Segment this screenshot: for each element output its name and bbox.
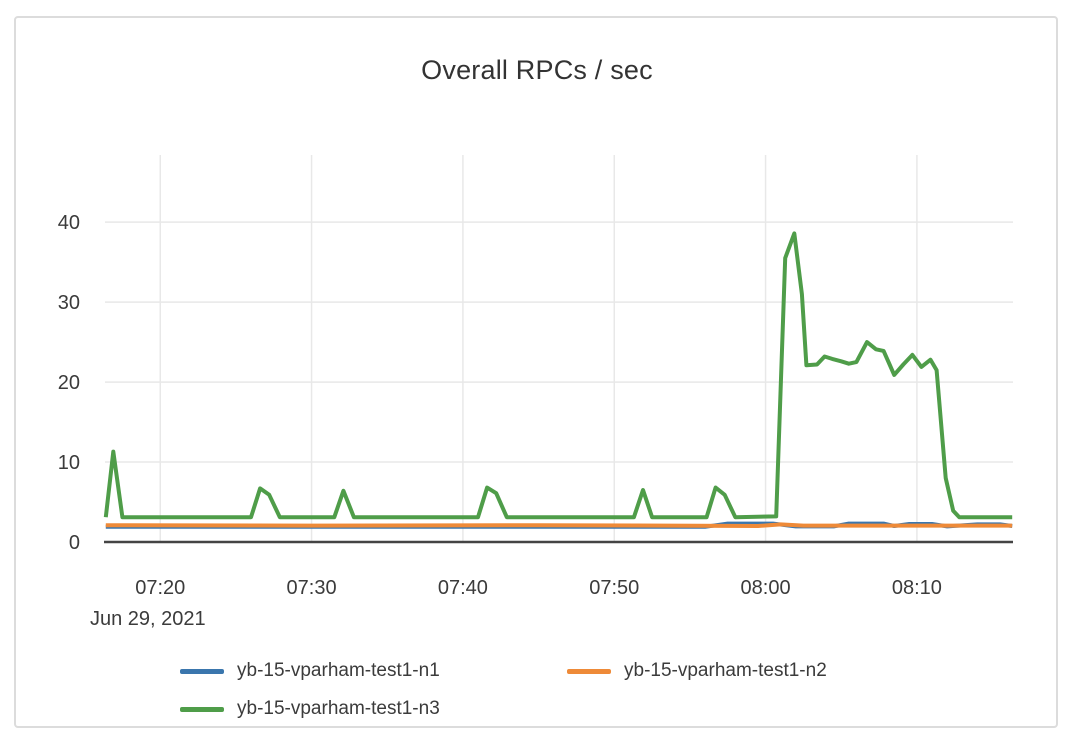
x-tick-label: 07:50 xyxy=(589,577,639,599)
x-axis-date-label: Jun 29, 2021 xyxy=(90,608,206,630)
y-tick-label: 30 xyxy=(58,292,80,314)
legend-row-1: yb-15-vparham-test1-n1 yb-15-vparham-tes… xyxy=(180,652,954,690)
legend-item-n2[interactable]: yb-15-vparham-test1-n2 xyxy=(567,660,954,682)
x-tick-label: 07:30 xyxy=(287,577,337,599)
y-tick-label: 40 xyxy=(58,212,80,234)
series-line-yb-15-vparham-test1-n3[interactable] xyxy=(103,231,1013,520)
legend-label-n3: yb-15-vparham-test1-n3 xyxy=(237,698,440,719)
x-tick-label: 08:10 xyxy=(892,577,942,599)
chart-legend: yb-15-vparham-test1-n1 yb-15-vparham-tes… xyxy=(180,652,954,728)
legend-swatch-n2 xyxy=(567,668,611,674)
x-tick-label: 08:00 xyxy=(741,577,791,599)
y-tick-label: 10 xyxy=(58,452,80,474)
legend-swatch-n3 xyxy=(180,706,224,712)
series-line-yb-15-vparham-test1-n2[interactable] xyxy=(105,522,1013,528)
y-tick-label: 20 xyxy=(58,372,80,394)
legend-label-n2: yb-15-vparham-test1-n2 xyxy=(624,660,827,681)
x-tick-label: 07:20 xyxy=(135,577,185,599)
legend-row-2: yb-15-vparham-test1-n3 xyxy=(180,690,954,728)
y-tick-label: 0 xyxy=(69,532,80,554)
legend-label-n1: yb-15-vparham-test1-n1 xyxy=(237,660,440,681)
legend-swatch-n1 xyxy=(180,668,224,674)
legend-item-n3[interactable]: yb-15-vparham-test1-n3 xyxy=(180,698,567,720)
chart-title: Overall RPCs / sec xyxy=(421,55,653,85)
plot-area[interactable] xyxy=(105,155,1013,542)
chart-card xyxy=(14,16,1058,728)
x-tick-label: 07:40 xyxy=(438,577,488,599)
legend-item-n1[interactable]: yb-15-vparham-test1-n1 xyxy=(180,660,567,682)
